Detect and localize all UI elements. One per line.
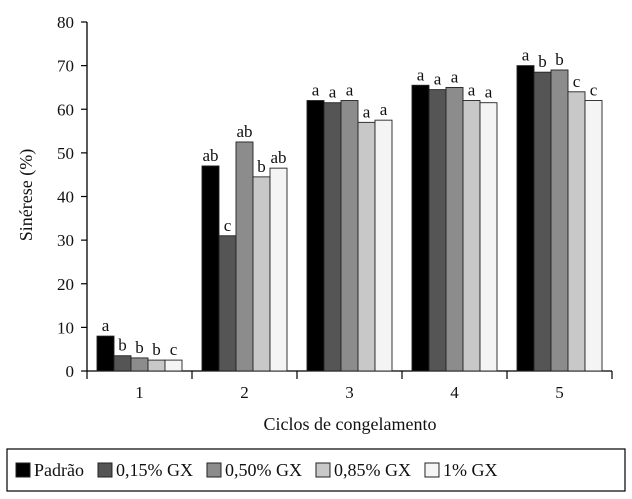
bar [428, 89, 447, 372]
bar-label: b [118, 336, 127, 355]
bar [164, 359, 183, 372]
legend-swatch [424, 462, 440, 478]
bar [340, 100, 359, 372]
bar-label: a [434, 70, 442, 89]
legend-entry: Padrão [34, 460, 84, 480]
y-axis-title: Sinérese (%) [16, 149, 37, 241]
y-tick-label: 20 [57, 275, 74, 294]
bar-label: a [380, 100, 388, 119]
y-tick-label: 60 [57, 100, 74, 119]
bar-label: a [312, 81, 320, 100]
bar-label: a [363, 102, 371, 121]
y-tick-label: 30 [57, 231, 74, 250]
legend-swatch [97, 462, 113, 478]
bar-label: a [468, 81, 476, 100]
bar-label: c [573, 72, 581, 91]
bar [550, 69, 569, 372]
bar-label: a [522, 46, 530, 65]
x-tick-label: 3 [345, 383, 354, 402]
bar-label: b [555, 50, 564, 69]
legend-entry: 0,85% GX [334, 460, 411, 480]
bar [113, 355, 132, 372]
bar [533, 71, 552, 372]
bar [306, 100, 325, 372]
bar-label: ab [202, 146, 218, 165]
bar [479, 102, 498, 372]
y-tick-label: 0 [66, 362, 75, 381]
bar-label: b [538, 52, 547, 71]
bar [218, 235, 237, 372]
legend-entry: 1% GX [443, 460, 498, 480]
bar-label: a [346, 81, 354, 100]
bar [584, 100, 603, 372]
x-tick-label: 4 [450, 383, 459, 402]
bar-label: a [329, 83, 337, 102]
bar [323, 102, 342, 372]
legend-entry: 0,15% GX [116, 460, 193, 480]
bar [357, 121, 376, 372]
y-tick-label: 80 [57, 13, 74, 32]
bar-label: a [485, 83, 493, 102]
bar [235, 141, 254, 372]
legend: Padrão 0,15% GX 0,50% GX 0,85% GX 1% GX [6, 448, 626, 492]
y-tick-label: 40 [57, 188, 74, 207]
bar [96, 335, 115, 372]
y-tick-label: 50 [57, 144, 74, 163]
bar [411, 84, 430, 372]
bar-label: ab [270, 148, 286, 167]
legend-swatch [15, 462, 31, 478]
bar-label: a [417, 65, 425, 84]
bar [252, 176, 271, 372]
bar-label: ab [236, 122, 252, 141]
legend-swatch [315, 462, 331, 478]
bar-label: b [152, 340, 161, 359]
bar [462, 100, 481, 372]
bar-label: a [451, 67, 459, 86]
x-axis-title: Ciclos de congelamento [264, 414, 437, 434]
bar-label: b [257, 157, 266, 176]
y-tick-label: 10 [57, 318, 74, 337]
bar [445, 86, 464, 372]
bar [516, 65, 535, 372]
legend-entry: 0,50% GX [225, 460, 302, 480]
bar [130, 357, 149, 372]
bar-label: a [102, 316, 110, 335]
bar [567, 91, 586, 372]
bar-label: c [170, 340, 178, 359]
x-tick-label: 5 [555, 383, 564, 402]
x-tick-label: 2 [240, 383, 249, 402]
bar [201, 165, 220, 372]
bar [269, 167, 288, 372]
bar-label: c [224, 216, 232, 235]
bar-label: c [590, 81, 598, 100]
legend-swatch [206, 462, 222, 478]
bar [374, 119, 393, 372]
y-tick-label: 70 [57, 57, 74, 76]
x-tick-label: 1 [135, 383, 144, 402]
plot-area: 0 10 20 30 40 50 60 70 80 1 2 3 4 5 [57, 13, 613, 402]
bar-label: b [135, 338, 144, 357]
bar [147, 359, 166, 372]
